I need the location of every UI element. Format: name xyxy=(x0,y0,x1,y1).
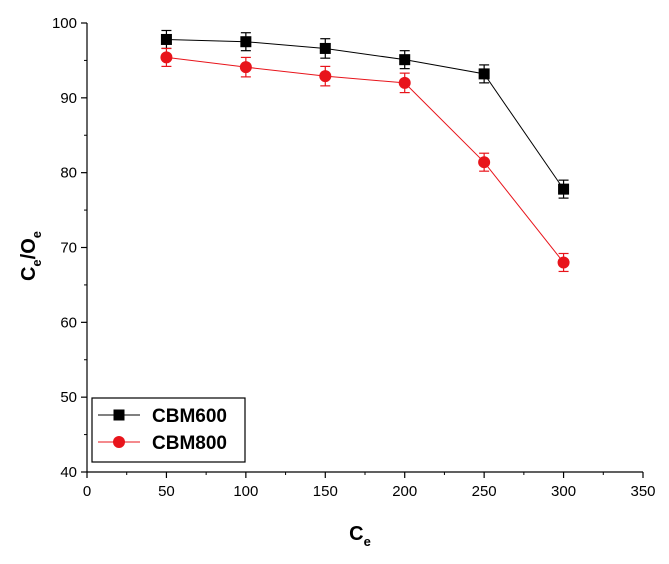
data-point xyxy=(557,256,570,269)
data-point xyxy=(319,42,331,54)
legend-marker xyxy=(113,409,125,421)
data-point xyxy=(398,76,411,89)
data-point xyxy=(160,33,172,45)
x-tick-label: 200 xyxy=(392,483,417,500)
x-tick-label: 300 xyxy=(551,483,576,500)
y-tick-label: 100 xyxy=(52,15,77,32)
data-point xyxy=(478,156,491,169)
x-tick-label: 50 xyxy=(158,483,175,500)
y-axis-title-sub: e xyxy=(29,231,44,238)
series-layer xyxy=(160,29,570,273)
data-point xyxy=(239,61,252,74)
data-point xyxy=(319,70,332,83)
y-tick-label: 40 xyxy=(60,464,77,481)
data-point xyxy=(399,54,411,66)
y-tick-label: 50 xyxy=(60,389,77,406)
legend-box xyxy=(91,397,246,463)
y-tick-label: 70 xyxy=(60,240,77,257)
legend-marker xyxy=(113,436,125,448)
data-point xyxy=(478,68,490,80)
legend-item: CBM600 xyxy=(98,406,227,427)
y-tick-label: 60 xyxy=(60,314,77,331)
series-line xyxy=(166,38,564,190)
data-point xyxy=(240,36,252,48)
series-line xyxy=(166,56,564,263)
ticks: 0 50 100 150 200 250 300 350 40 50 60 70 80 90 100 xyxy=(52,15,656,500)
x-tick-label: 150 xyxy=(313,483,338,500)
x-tick-label: 100 xyxy=(233,483,258,500)
y-tick-label: 90 xyxy=(60,90,77,107)
x-axis-title-sub: e xyxy=(364,534,371,549)
data-point xyxy=(160,51,173,64)
x-tick-label: 350 xyxy=(630,483,655,500)
data-point xyxy=(558,183,570,195)
y-axis-title-sub: e xyxy=(29,259,44,266)
legend-item: CBM800 xyxy=(98,433,227,454)
y-axis-title-part: C xyxy=(18,267,40,281)
y-tick-label: 80 xyxy=(60,165,77,182)
legend-label: CBM600 xyxy=(152,406,227,427)
x-axis-title-main: C xyxy=(349,523,363,545)
x-tick-label: 0 xyxy=(83,483,91,500)
series-CBM800 xyxy=(160,47,570,273)
x-axis-title: Ce xyxy=(349,523,371,549)
x-tick-label: 250 xyxy=(472,483,497,500)
series-CBM600 xyxy=(160,29,570,199)
y-axis-title: Ce/Oe xyxy=(18,231,44,281)
legend: CBM600 CBM800 xyxy=(91,397,246,463)
legend-label: CBM800 xyxy=(152,433,227,454)
y-axis-title-part: /O xyxy=(18,238,40,259)
